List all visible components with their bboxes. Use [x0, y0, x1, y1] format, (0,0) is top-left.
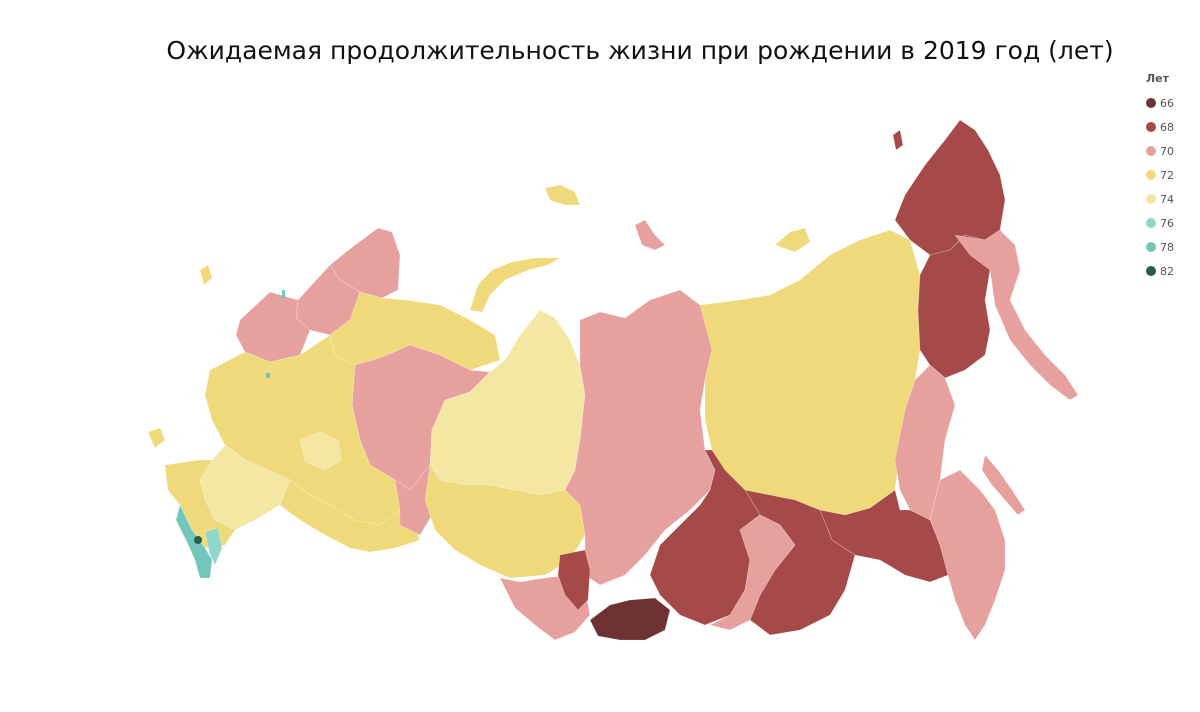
legend-items: 66 68 70 72 74 76 78 82 [1146, 91, 1196, 283]
legend-label: 78 [1160, 240, 1174, 254]
region-sakhalin[interactable] [981, 454, 1026, 516]
region-crimea[interactable] [147, 427, 166, 449]
legend-item[interactable]: 66 [1146, 91, 1196, 115]
legend: Лет 66 68 70 72 74 76 78 82 [1146, 72, 1196, 283]
region-tuva[interactable] [589, 597, 671, 641]
region-zabaykalye[interactable] [744, 489, 856, 636]
region-spb[interactable] [282, 290, 285, 298]
legend-label: 82 [1160, 264, 1174, 278]
region-krasnoyarsk[interactable] [564, 289, 716, 586]
region-novaya-zemlya[interactable] [469, 257, 562, 313]
region-tatarstan[interactable] [266, 373, 270, 378]
map-regions [147, 119, 1079, 641]
region-primorye[interactable] [929, 469, 1006, 641]
region-kaliningrad[interactable] [199, 264, 213, 286]
legend-label: 76 [1160, 216, 1174, 230]
legend-swatch [1146, 122, 1156, 132]
legend-swatch [1146, 218, 1156, 228]
region-kemerovo[interactable] [557, 549, 591, 611]
legend-label: 74 [1160, 192, 1174, 206]
legend-swatch [1146, 146, 1156, 156]
region-buryatia[interactable] [709, 514, 796, 631]
legend-label: 66 [1160, 96, 1174, 110]
legend-swatch [1146, 194, 1156, 204]
region-moscow[interactable] [299, 431, 343, 471]
region-dagestan[interactable] [204, 527, 223, 566]
legend-item[interactable]: 72 [1146, 163, 1196, 187]
region-chukotka[interactable] [894, 119, 1006, 256]
region-ingushetia[interactable] [194, 536, 202, 544]
region-taymyr[interactable] [634, 219, 666, 251]
legend-item[interactable]: 78 [1146, 235, 1196, 259]
legend-item[interactable]: 68 [1146, 115, 1196, 139]
legend-swatch [1146, 98, 1156, 108]
region-kamchatka[interactable] [954, 229, 1079, 401]
region-franz-josef[interactable] [544, 184, 581, 206]
region-wrangel[interactable] [892, 129, 904, 151]
legend-swatch [1146, 266, 1156, 276]
map-title: Ожидаемая продолжительность жизни при ро… [166, 36, 1114, 65]
legend-item[interactable]: 76 [1146, 211, 1196, 235]
legend-label: 70 [1160, 144, 1174, 158]
region-amur[interactable] [819, 489, 949, 583]
region-magadan[interactable] [917, 234, 991, 379]
legend-item[interactable]: 70 [1146, 139, 1196, 163]
legend-swatch [1146, 170, 1156, 180]
legend-label: 72 [1160, 168, 1174, 182]
region-volga[interactable] [279, 479, 421, 553]
legend-label: 68 [1160, 120, 1174, 134]
legend-title: Лет [1146, 72, 1169, 85]
region-khabarovsk[interactable] [894, 364, 956, 521]
region-severnaya-zemlya[interactable] [774, 227, 811, 253]
legend-swatch [1146, 242, 1156, 252]
legend-item[interactable]: 74 [1146, 187, 1196, 211]
legend-item[interactable]: 82 [1146, 259, 1196, 283]
region-yakutia[interactable] [699, 229, 921, 516]
region-irkutsk[interactable] [649, 449, 761, 626]
